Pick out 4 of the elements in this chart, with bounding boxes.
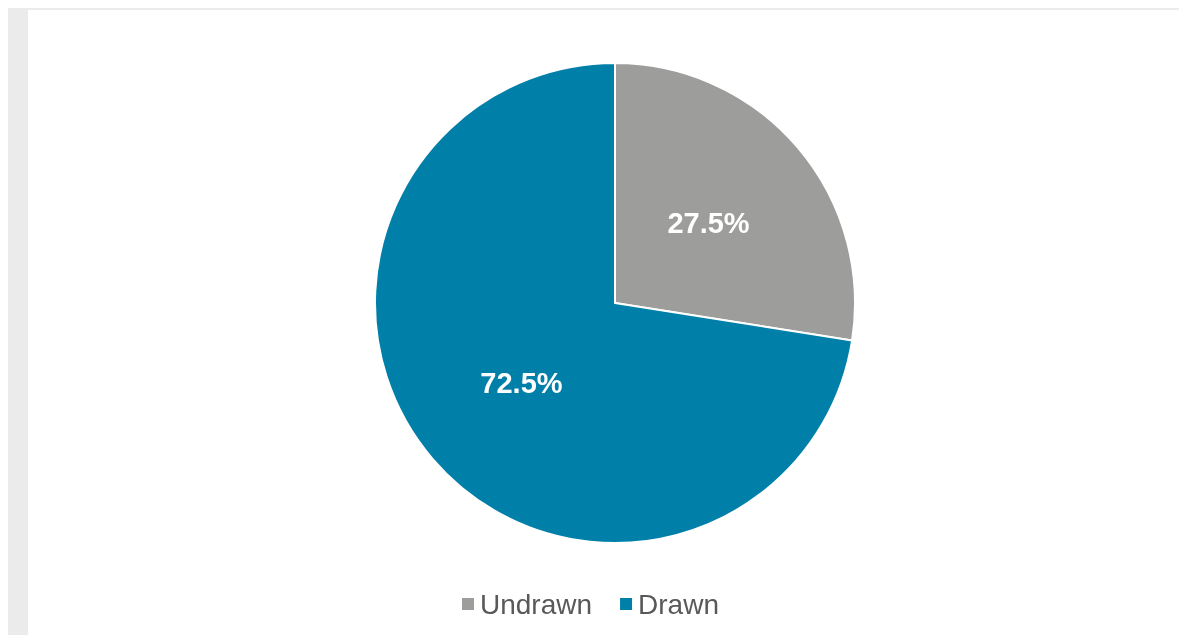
legend-label: Undrawn [480, 588, 593, 620]
data-label: 72.5% [480, 366, 563, 399]
legend-label: Drawn [638, 588, 719, 620]
data-label: 27.5% [667, 207, 750, 240]
